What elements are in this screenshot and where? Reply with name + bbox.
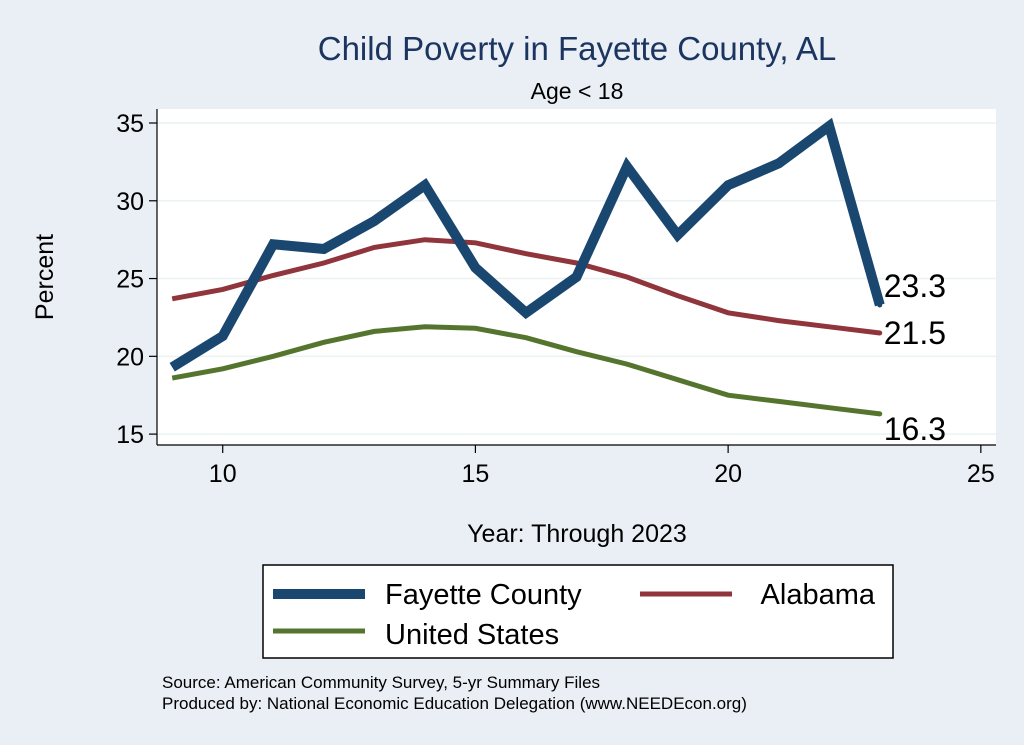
x-tick-label: 10 [209,460,237,488]
axes: 15 20 25 30 35 10 15 20 25 [116,109,996,488]
legend-label: United States [385,619,559,651]
legend-label: Fayette County [385,579,582,611]
legend-box [262,564,894,659]
end-labels: 23.3 21.5 16.3 [877,268,946,447]
y-tick-label: 35 [116,110,144,138]
series-endpoint [877,302,883,308]
y-axis-label: Percent [31,234,59,320]
chart-subtitle: Age < 18 [531,78,624,104]
producer-note: Produced by: National Economic Education… [162,694,747,713]
y-tick-label: 20 [116,343,144,371]
x-tick-label: 15 [462,460,490,488]
y-tick-label: 30 [116,188,144,216]
y-tick-label: 15 [116,421,144,449]
source-note: Source: American Community Survey, 5-yr … [162,673,600,692]
chart-title: Child Poverty in Fayette County, AL [318,30,836,67]
legend-label: Alabama [761,579,876,611]
end-value-label: 23.3 [884,268,946,304]
series-lines [169,117,885,417]
legend: Fayette County Alabama United States [262,564,894,659]
series-line-alabama [171,237,881,336]
series-line-united-states [171,324,881,417]
x-axis-label: Year: Through 2023 [467,520,687,548]
end-value-label: 16.3 [884,411,946,447]
series-endpoint [877,330,883,336]
y-tick-label: 25 [116,266,144,294]
x-tick-label: 20 [714,460,742,488]
series-line-fayette-county [169,117,885,372]
series-endpoint [877,411,883,417]
end-value-label: 21.5 [884,315,946,351]
x-tick-label: 25 [967,460,995,488]
